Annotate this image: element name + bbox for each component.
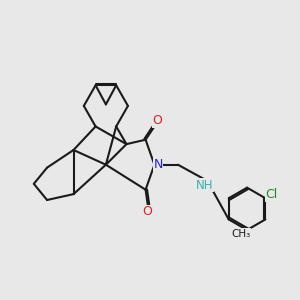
Text: O: O	[142, 205, 152, 218]
Text: Cl: Cl	[266, 188, 278, 201]
Text: O: O	[152, 114, 162, 127]
Text: NH: NH	[196, 179, 213, 192]
Text: CH₃: CH₃	[231, 229, 250, 238]
Text: N: N	[153, 158, 163, 171]
